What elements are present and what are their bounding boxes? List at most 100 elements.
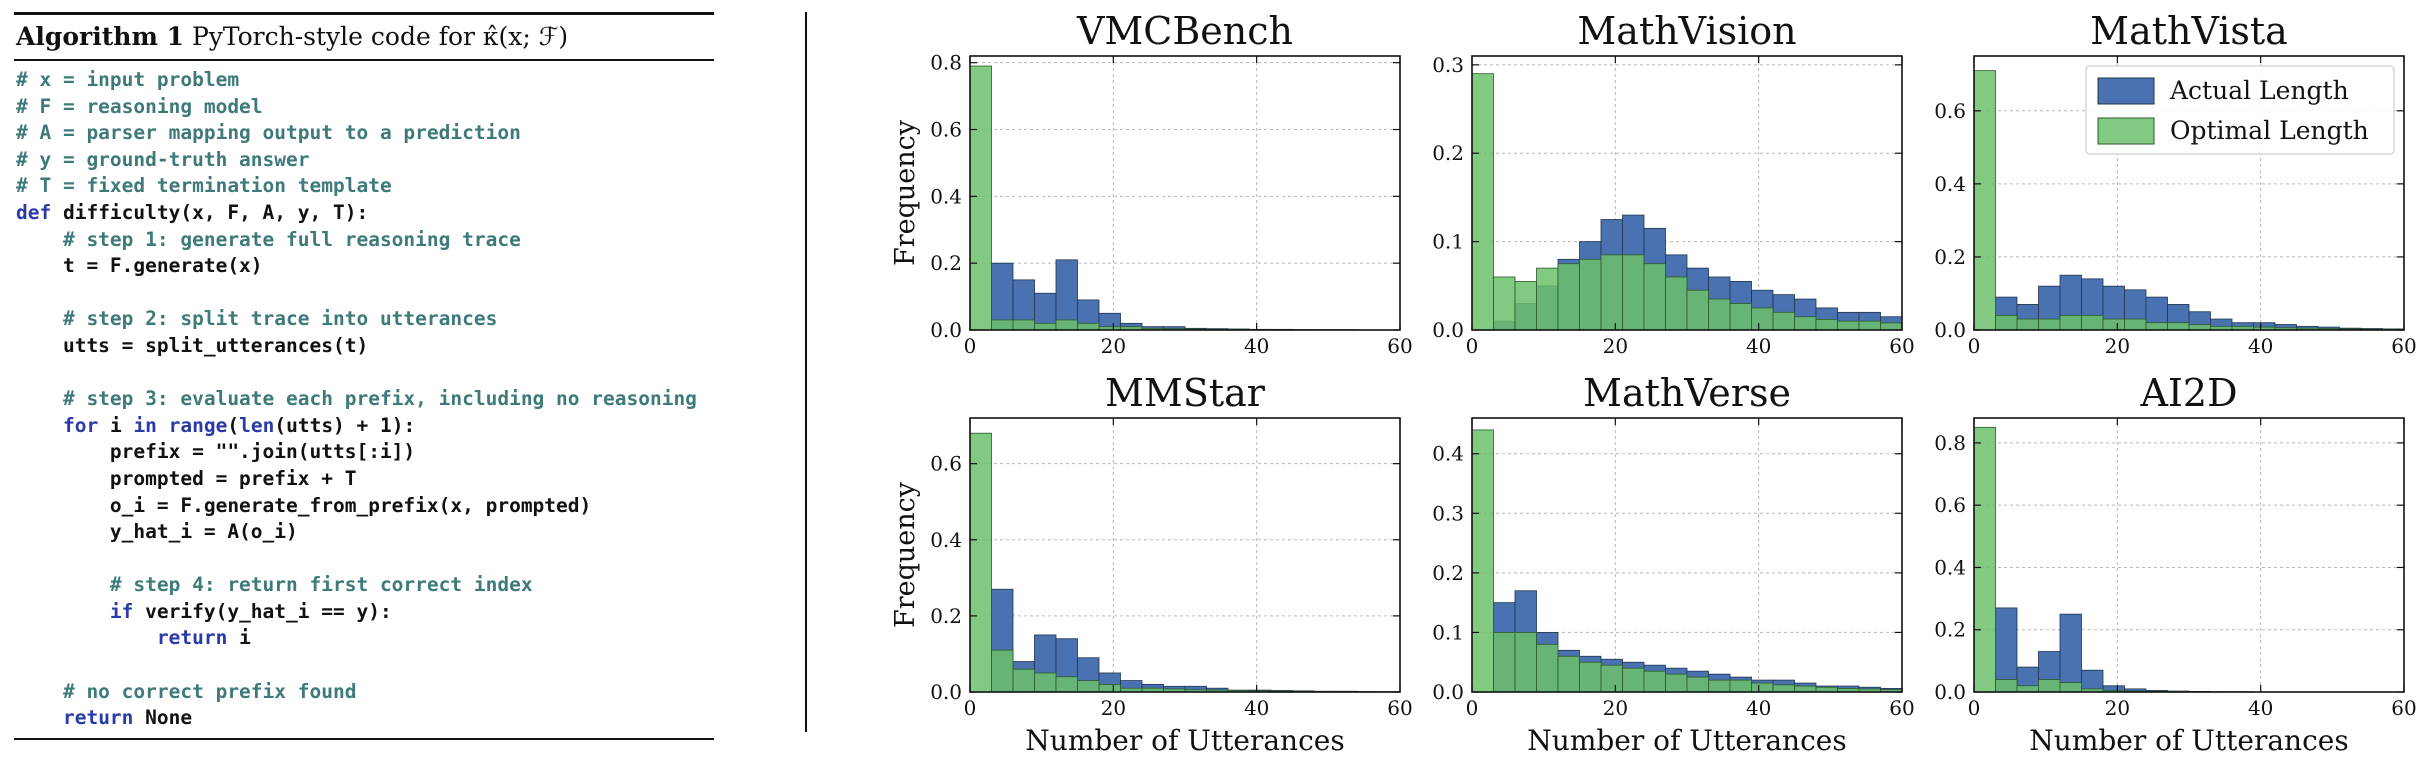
code-token: ( — [227, 413, 240, 437]
code-line: # step 1: generate full reasoning trace — [16, 227, 714, 254]
code-token: utts = split_utterances(t) — [16, 333, 369, 357]
code-line: # x = input problem — [16, 67, 714, 94]
y-tick-label: 0.0 — [1934, 318, 1966, 342]
optimal-length-bar — [1995, 314, 2018, 331]
optimal-length-bar — [1536, 267, 1559, 331]
x-tick-label: 40 — [1244, 696, 1269, 720]
optimal-length-bar — [1077, 680, 1100, 693]
optimal-length-bar — [1794, 685, 1817, 693]
code-line: return i — [16, 625, 714, 652]
optimal-length-bar — [1858, 320, 1881, 331]
optimal-length-bar — [1880, 322, 1903, 331]
code-line: # step 2: split trace into utterances — [16, 306, 714, 333]
y-tick-label: 0.6 — [930, 118, 962, 142]
code-token: None — [133, 706, 193, 730]
code-token: in — [133, 413, 157, 437]
code-line: # y = ground-truth answer — [16, 147, 714, 174]
optimal-length-bar — [1665, 673, 1688, 693]
chart-title: MathVerse — [1583, 371, 1791, 415]
y-tick-label: 0.2 — [930, 251, 962, 275]
optimal-length-bar — [1729, 679, 1752, 693]
optimal-length-bar — [969, 65, 992, 331]
y-tick-label: 0.6 — [930, 452, 962, 476]
x-tick-label: 60 — [2391, 334, 2416, 358]
optimal-length-bar — [1729, 303, 1752, 331]
x-tick-label: 20 — [1603, 334, 1628, 358]
x-tick-label: 60 — [1889, 696, 1914, 720]
code-token: len — [239, 413, 275, 437]
optimal-length-bar — [1600, 254, 1623, 331]
code-token: # step 2: split trace into utterances — [16, 307, 498, 331]
code-line: # step 4: return first correct index — [16, 572, 714, 599]
x-tick-label: 40 — [1746, 696, 1771, 720]
y-tick-label: 0.0 — [1432, 680, 1464, 704]
x-tick-label: 0 — [964, 334, 977, 358]
x-tick-label: 20 — [1603, 696, 1628, 720]
x-tick-label: 40 — [2248, 334, 2273, 358]
optimal-length-bar — [1751, 307, 1774, 331]
y-tick-label: 0.2 — [1432, 141, 1464, 165]
optimal-length-bar — [2038, 318, 2061, 331]
optimal-length-bar — [1055, 319, 1078, 331]
x-axis-label: Number of Utterances — [2029, 724, 2348, 757]
optimal-length-bar — [1665, 276, 1688, 331]
code-line: # A = parser mapping output to a predict… — [16, 120, 714, 147]
y-tick-label: 0.0 — [930, 318, 962, 342]
code-token: t = F.generate(x) — [16, 254, 263, 278]
plot-frame — [969, 417, 1401, 693]
x-tick-label: 0 — [964, 696, 977, 720]
legend-label-actual: Actual Length — [2169, 76, 2349, 105]
optimal-length-bar — [1012, 319, 1035, 331]
code-token: # step 1: generate full reasoning trace — [16, 227, 521, 251]
y-tick-label: 0.6 — [1934, 493, 1966, 517]
code-token: # step 4: return first correct index — [16, 573, 533, 597]
optimal-length-bar — [1686, 289, 1709, 331]
code-token: (utts) + 1): — [274, 413, 416, 437]
code-token: # no correct prefix found — [16, 679, 357, 703]
legend-swatch-optimal — [2097, 117, 2155, 145]
optimal-length-bar — [1643, 670, 1666, 693]
optimal-length-bar — [1751, 682, 1774, 693]
optimal-length-bar — [1837, 320, 1860, 331]
code-token: return — [156, 626, 228, 650]
x-tick-label: 40 — [2248, 696, 2273, 720]
y-tick-label: 0.6 — [1934, 99, 1966, 123]
optimal-length-bar — [1973, 426, 1996, 693]
x-tick-label: 0 — [1968, 334, 1981, 358]
code-token: def — [16, 200, 52, 224]
y-tick-label: 0.1 — [1432, 620, 1464, 644]
code-line: def difficulty(x, F, A, y, T): — [16, 200, 714, 227]
y-tick-label: 0.1 — [1432, 230, 1464, 254]
code-line: prompted = prefix + T — [16, 466, 714, 493]
optimal-length-bar — [1815, 318, 1838, 331]
y-tick-label: 0.2 — [1934, 245, 1966, 269]
optimal-length-bar — [1708, 679, 1731, 693]
x-axis-label: Number of Utterances — [1527, 724, 1846, 757]
code-line: # step 3: evaluate each prefix, includin… — [16, 386, 714, 413]
code-token: # A = parser mapping output to a predict… — [16, 121, 521, 145]
optimal-length-bar — [2102, 318, 2125, 331]
code-token: # F = reasoning model — [16, 94, 263, 118]
chart-title: VMCBench — [1076, 9, 1293, 53]
optimal-length-bar — [1643, 263, 1666, 331]
actual-length-bar — [2059, 613, 2082, 693]
code-token: i — [98, 413, 134, 437]
optimal-length-bar — [969, 432, 992, 693]
chart-title: AI2D — [2139, 371, 2237, 415]
optimal-length-bar — [2124, 318, 2147, 331]
optimal-length-bar — [1708, 298, 1731, 331]
code-token: prompted = prefix + T — [16, 466, 357, 490]
legend-box — [2085, 65, 2395, 155]
y-tick-label: 0.3 — [1432, 501, 1464, 525]
code-line: utts = split_utterances(t) — [16, 333, 714, 360]
code-token: prefix = "".join(utts[:i]) — [16, 440, 416, 464]
x-tick-label: 60 — [1387, 334, 1412, 358]
algorithm-top-rule — [14, 12, 714, 15]
y-tick-label: 0.4 — [1934, 555, 1966, 579]
optimal-length-bar — [1034, 672, 1057, 693]
plot-frame — [1973, 55, 2405, 331]
x-tick-label: 20 — [2105, 334, 2130, 358]
x-tick-label: 0 — [1466, 696, 1479, 720]
y-tick-label: 0.4 — [930, 184, 962, 208]
optimal-length-bar — [1600, 664, 1623, 693]
